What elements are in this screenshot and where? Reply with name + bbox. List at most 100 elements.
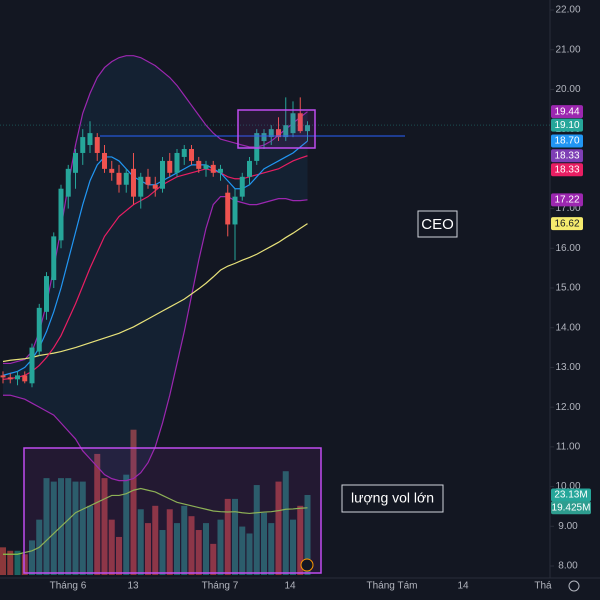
y-tick-label: 17.00	[555, 203, 580, 214]
candle-body	[225, 192, 231, 225]
volume-bar	[217, 519, 224, 575]
x-tick-label: 14	[284, 581, 296, 592]
candle-body	[65, 168, 71, 197]
candle-body	[87, 133, 93, 146]
candle-body	[160, 160, 165, 189]
x-tick-label: Thá	[534, 581, 552, 592]
price-label: 19.44	[554, 106, 579, 117]
band-lower	[3, 196, 308, 482]
volume-label: 23.13M	[554, 490, 587, 501]
candle-body	[196, 160, 202, 169]
volume-bar	[246, 533, 253, 575]
candle-body	[305, 125, 310, 132]
x-tick-label: Tháng 7	[202, 581, 239, 592]
candle-body	[297, 113, 303, 132]
volume-bar	[275, 481, 282, 575]
volume-bar	[101, 478, 108, 575]
candle-body	[290, 113, 296, 134]
volume-bar	[159, 530, 166, 575]
candle-body	[102, 152, 107, 169]
settings-icon[interactable]	[568, 580, 580, 592]
event-icon[interactable]	[300, 558, 314, 572]
volume-bar	[166, 509, 173, 575]
x-tick-label: 14	[457, 581, 469, 592]
volume-bar	[239, 526, 246, 575]
candle-body	[218, 168, 223, 173]
highlight-box	[237, 109, 316, 149]
candle-body	[80, 137, 86, 153]
y-tick-label: 20.00	[555, 84, 580, 95]
y-tick-label: 9.00	[558, 521, 578, 532]
x-tick-label: Tháng Tám	[367, 581, 418, 592]
volume-bar	[203, 523, 209, 575]
candle-body	[58, 188, 64, 241]
candle-body	[283, 125, 289, 138]
volume-bar	[195, 530, 202, 575]
band-fill	[3, 55, 308, 481]
y-tick-label: 14.00	[555, 322, 580, 333]
candle-body	[15, 375, 20, 380]
volume-bar	[43, 478, 50, 575]
volume-bar	[7, 550, 14, 575]
candle-body	[247, 160, 252, 177]
candle-body	[152, 184, 158, 189]
volume-bar	[210, 543, 217, 575]
candle-body	[189, 149, 194, 161]
price-label: 19.10	[554, 120, 579, 131]
volume-bar	[137, 509, 144, 575]
candle-body	[123, 172, 129, 185]
volume-bar	[0, 547, 6, 575]
candle-body	[51, 236, 57, 281]
price-label-bg	[551, 134, 583, 148]
volume-bar	[290, 519, 296, 575]
volume-bar	[72, 481, 79, 575]
candle-body	[36, 307, 42, 352]
price-label: 18.70	[554, 136, 579, 147]
volume-label-bg	[551, 488, 591, 502]
price-label-bg	[551, 163, 583, 177]
candle-body	[138, 176, 144, 197]
candle-body	[174, 152, 180, 173]
ma-line	[2, 223, 308, 363]
volume-bar	[268, 523, 275, 575]
volume-label-bg	[551, 501, 591, 515]
x-tick-label: 13	[127, 581, 139, 592]
volume-bar	[174, 523, 180, 575]
volume-bar	[108, 519, 115, 575]
volume-bar	[297, 505, 304, 575]
volume-label: 19.425M	[552, 502, 591, 513]
candle-body	[203, 164, 209, 169]
price-label-bg	[551, 217, 583, 231]
candle-body	[232, 196, 238, 225]
volume-bar	[253, 485, 260, 575]
volume-bar	[87, 505, 93, 575]
price-label: 18.33	[554, 150, 579, 161]
candle-body	[210, 164, 216, 173]
volume-bar	[130, 429, 137, 575]
price-label-bg	[551, 193, 583, 207]
volume-bar	[304, 494, 311, 575]
candle-body	[145, 176, 151, 185]
candle-body	[0, 375, 6, 378]
volume-bar	[152, 505, 159, 575]
volume-bar	[123, 474, 130, 575]
candle-body	[94, 137, 100, 153]
candle-body	[268, 129, 274, 138]
y-tick-label: 10.00	[555, 481, 580, 492]
volume-bar	[14, 550, 21, 575]
x-tick-label: Tháng 6	[50, 581, 87, 592]
y-tick-label: 8.00	[558, 561, 578, 572]
volume-bar	[79, 481, 86, 575]
price-label-bg	[551, 149, 583, 163]
annotation: lượng vol lớn	[351, 490, 434, 506]
volume-ma-line	[3, 487, 308, 555]
title-box	[417, 210, 458, 238]
price-label-bg	[551, 105, 583, 119]
volume-bar	[181, 505, 188, 575]
volume-bar	[145, 523, 151, 575]
candle-body	[254, 133, 260, 161]
candle-body	[22, 375, 28, 382]
candle-body	[276, 129, 281, 138]
candle-body	[29, 347, 35, 384]
volume-bar	[116, 536, 122, 575]
